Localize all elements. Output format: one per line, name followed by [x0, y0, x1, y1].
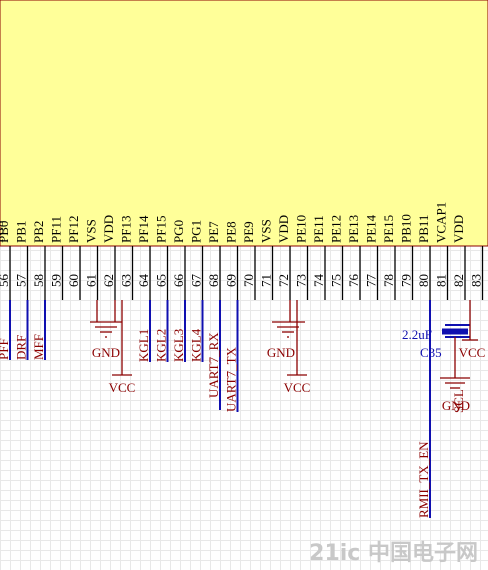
pin-number: 75 — [329, 274, 344, 287]
pin-name: PF14 — [136, 215, 151, 243]
power-symbols — [90, 300, 478, 389]
pin-number: 81 — [434, 274, 449, 287]
pin-number: 82 — [451, 274, 466, 287]
net-label: UART7_RX — [206, 332, 221, 398]
pin-number: 79 — [399, 274, 414, 287]
ic-body — [0, 0, 488, 247]
power-label: VCC — [459, 345, 486, 360]
pin-number: 68 — [206, 274, 221, 287]
pin-name: PE8 — [224, 221, 239, 243]
net-label: KGL1 — [136, 329, 151, 362]
pin-name: VDD — [101, 215, 116, 243]
pin-number: 57 — [14, 274, 29, 288]
net-label: DRF — [14, 335, 29, 360]
pin-number: 62 — [101, 274, 116, 287]
pin-number: 71 — [259, 274, 274, 287]
pin-name: PC5 — [0, 221, 6, 243]
pin-name: PE9 — [241, 221, 256, 243]
net-label: RMII_TX_EN — [416, 441, 431, 518]
net-label: SCL — [451, 389, 466, 413]
watermark: 21ic 中国电子网 — [309, 541, 478, 566]
pin-number: 74 — [311, 274, 326, 288]
net-label: PFF — [0, 338, 11, 360]
pin-name: VDD — [276, 215, 291, 243]
pin-name: VDD — [451, 215, 466, 243]
pin-name: PB10 — [399, 214, 414, 243]
pin-number: 77 — [364, 274, 379, 288]
net-label: UART7_TX — [224, 346, 239, 412]
pin-number: 76 — [346, 274, 361, 288]
pin-name: PE15 — [381, 215, 396, 243]
pin-name: PB11 — [416, 215, 431, 243]
pin-name: PB0 — [0, 221, 11, 243]
pin-name: PG0 — [171, 220, 186, 243]
power-label: GND — [442, 398, 470, 413]
pin-number: 80 — [416, 274, 431, 287]
pin-name: PF15 — [154, 216, 169, 243]
pin-number: 63 — [119, 274, 134, 287]
pin-number: 61 — [84, 274, 99, 287]
pin-name: VSS — [259, 219, 274, 243]
pin-number: 83 — [469, 274, 484, 287]
pin-name: PG1 — [189, 220, 204, 243]
pin-number: 65 — [154, 274, 169, 287]
labels: PFF DRF MFF KGL1 KGL2 KGL3 KGL4 UART7_RX UART7_T… — [0, 300, 485, 518]
power-label: GND — [92, 345, 120, 360]
power-label: VCC — [284, 380, 311, 395]
pin-name: PF12 — [66, 216, 81, 243]
pin-number: 58 — [31, 274, 46, 287]
pin-number: 69 — [224, 274, 239, 287]
pin-number: 70 — [241, 274, 256, 287]
pin-name: PB1 — [14, 221, 29, 243]
net-label: KGL4 — [189, 328, 204, 362]
pin-number: 72 — [276, 274, 291, 287]
pin-name: PE7 — [206, 221, 221, 243]
pin-name: PE14 — [364, 214, 379, 243]
pin-name: PE10 — [294, 215, 309, 243]
pin-name: VCAP1 — [434, 202, 449, 243]
power-label: GND — [267, 345, 295, 360]
pin-name: PB2 — [31, 221, 46, 243]
capacitor-designator: C35 — [420, 345, 442, 360]
pin-number: 73 — [294, 274, 309, 287]
net-label: KGL3 — [171, 329, 186, 362]
pin-number: 78 — [381, 274, 396, 287]
pin-name: PE12 — [329, 215, 344, 243]
net-label: MFF — [31, 334, 46, 360]
pin-name: PE11 — [311, 215, 326, 243]
pin-number: 56 — [0, 274, 11, 288]
pin-number: 59 — [49, 274, 64, 287]
pin-number: 64 — [136, 274, 151, 288]
pin-number: 66 — [171, 274, 186, 288]
power-label: VCC — [109, 380, 136, 395]
pin-name: PF13 — [119, 216, 134, 243]
capacitor-value: 2.2uF — [402, 327, 432, 342]
pin-name: PE13 — [346, 215, 361, 243]
pin-name: PF11 — [49, 216, 64, 243]
net-label: KGL2 — [154, 329, 169, 362]
pin-number: 67 — [189, 274, 204, 288]
pin-number: 60 — [66, 274, 81, 287]
pins: 56 57 58 59 60 61 62 63 64 65 66 67 68 69 70 71 72 73 74 75… — [0, 202, 484, 300]
pin-name: VSS — [84, 219, 99, 243]
